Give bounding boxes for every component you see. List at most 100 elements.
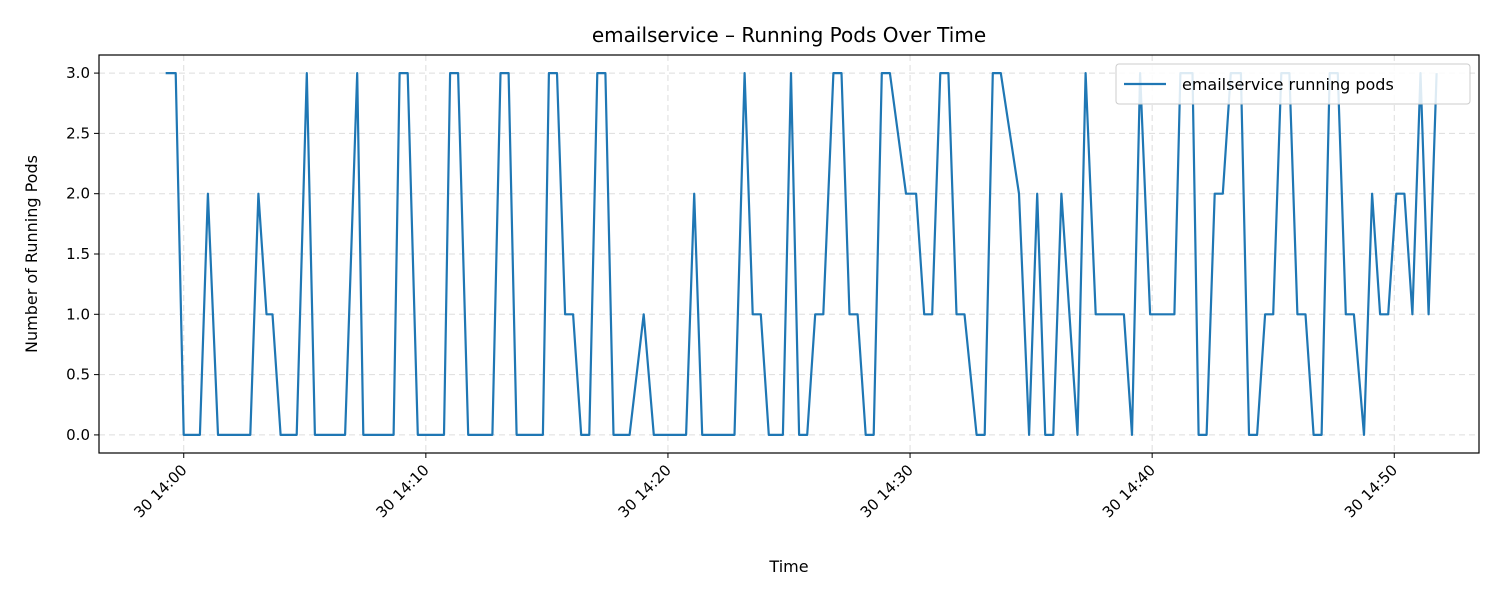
data-point [1123,314,1124,315]
data-point [1206,434,1207,435]
data-point [1018,193,1019,194]
x-axis-title: Time [768,557,808,576]
data-point [799,434,800,435]
data-point [1297,314,1298,315]
data-point [881,73,882,74]
data-point [363,434,364,435]
data-point [1396,193,1397,194]
y-axis-title: Number of Running Pods [22,155,41,353]
data-point [629,434,630,435]
data-point [556,73,557,74]
y-tick-label: 0.5 [66,366,90,384]
data-point [865,434,866,435]
data-point [1313,434,1314,435]
data-point [823,314,824,315]
data-point [702,434,703,435]
legend: emailservice running pods [1115,63,1471,105]
data-point [1000,73,1001,74]
y-tick-label: 2.0 [66,185,90,203]
data-point [605,73,606,74]
data-point [500,73,501,74]
data-point [790,73,791,74]
data-point [1345,314,1346,315]
data-point [1428,314,1429,315]
data-point [940,73,941,74]
data-point [916,193,917,194]
data-point [1045,434,1046,435]
data-point [857,314,858,315]
data-point [597,73,598,74]
data-point [183,434,184,435]
data-point [833,73,834,74]
data-point [924,314,925,315]
data-point [948,73,949,74]
data-point [1037,193,1038,194]
y-tick-label: 3.0 [66,64,90,82]
data-point [807,434,808,435]
data-point [1222,193,1223,194]
data-point [492,434,493,435]
data-point [694,193,695,194]
data-point [932,314,933,315]
data-point [1061,193,1062,194]
data-point [1029,434,1030,435]
data-point [296,434,297,435]
data-point [573,314,574,315]
data-point [1214,193,1215,194]
data-point [542,434,543,435]
chart-title: emailservice – Running Pods Over Time [592,23,986,47]
data-point [1404,193,1405,194]
legend-label: emailservice running pods [1182,75,1394,94]
data-point [1380,314,1381,315]
data-point [250,434,251,435]
data-point [1388,314,1389,315]
data-point [345,434,346,435]
data-point [1353,314,1354,315]
data-point [272,314,273,315]
data-point [266,314,267,315]
data-point [889,73,890,74]
data-point [1363,434,1364,435]
data-point [207,193,208,194]
data-point [964,314,965,315]
data-point [443,434,444,435]
data-point [992,73,993,74]
data-point [905,193,906,194]
data-point [407,73,408,74]
data-point [1248,434,1249,435]
data-point [873,434,874,435]
data-point [1174,314,1175,315]
data-point [1273,314,1274,315]
y-tick-label: 1.0 [66,305,90,323]
data-point [744,73,745,74]
data-point [458,73,459,74]
data-point [1150,314,1151,315]
data-point [508,73,509,74]
data-point [1372,193,1373,194]
data-point [653,434,654,435]
data-point [1412,314,1413,315]
data-point [165,73,166,74]
data-point [175,73,176,74]
data-point [199,434,200,435]
data-point [976,434,977,435]
data-point [399,73,400,74]
data-point [1198,434,1199,435]
data-point [565,314,566,315]
data-point [1257,434,1258,435]
data-point [1077,434,1078,435]
data-point [217,434,218,435]
data-point [1085,73,1086,74]
legend-box [1115,63,1471,105]
data-point [1321,434,1322,435]
data-point [450,73,451,74]
data-point [815,314,816,315]
series-layer [165,72,1438,436]
data-point [314,434,315,435]
data-point [280,434,281,435]
data-point [1095,314,1096,315]
data-point [468,434,469,435]
data-point [782,434,783,435]
y-tick-label: 1.5 [66,245,90,263]
